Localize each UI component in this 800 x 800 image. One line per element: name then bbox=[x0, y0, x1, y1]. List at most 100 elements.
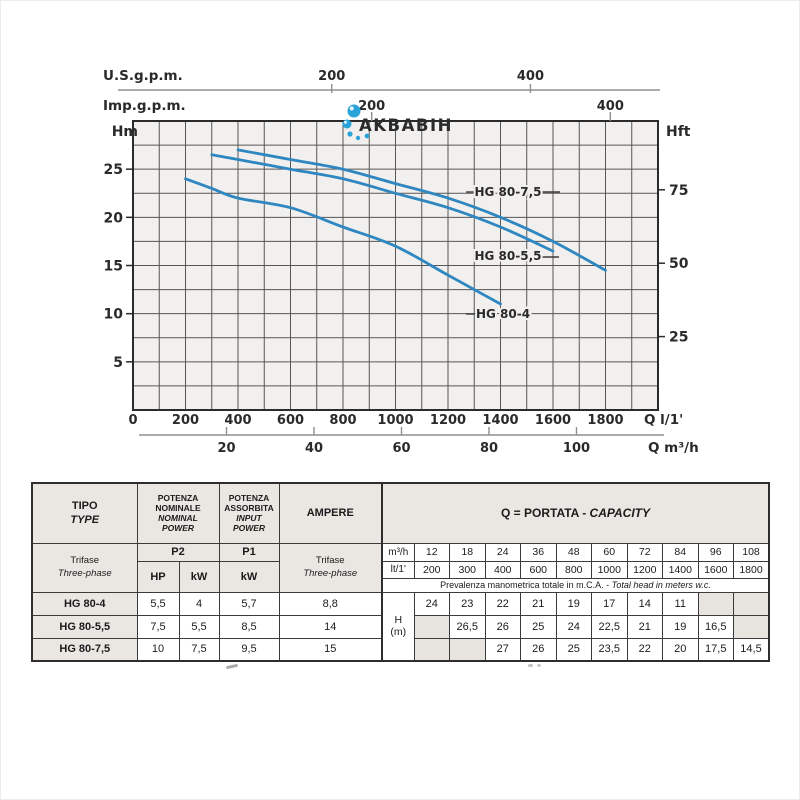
bottom-axis-m3h: 20 40 60 80 100 Q m³/h bbox=[139, 427, 699, 456]
capacity-m3h-cell: 12 bbox=[413, 542, 450, 562]
svg-text:400: 400 bbox=[597, 99, 624, 114]
curve-HG-80-7-5 bbox=[236, 148, 607, 272]
head-value-cell: 17,5 bbox=[697, 637, 734, 662]
capacity-m3h-cell: 108 bbox=[733, 542, 770, 562]
head-value-cell bbox=[449, 637, 486, 662]
head-value-cell: 14 bbox=[626, 591, 663, 616]
svg-text:800: 800 bbox=[329, 413, 356, 428]
hp-value: 10 bbox=[136, 637, 180, 662]
svg-text:20: 20 bbox=[217, 441, 235, 456]
head-value-cell: 23,5 bbox=[591, 637, 628, 662]
head-value-cell bbox=[733, 614, 770, 639]
header-p2: P2 bbox=[136, 542, 220, 562]
cropped-text-artifact bbox=[225, 663, 239, 670]
head-value-cell: 11 bbox=[662, 591, 699, 616]
head-value-cell: 26,5 bbox=[449, 614, 486, 639]
svg-text:25: 25 bbox=[669, 330, 688, 346]
hp-value: 7,5 bbox=[136, 614, 180, 639]
head-value-cell: 19 bbox=[555, 591, 592, 616]
capacity-lt-cell: 600 bbox=[520, 560, 557, 579]
svg-text:10: 10 bbox=[104, 307, 124, 323]
ampere-value: 15 bbox=[278, 637, 383, 662]
svg-text:AKBABIH: AKBABIH bbox=[359, 116, 453, 135]
svg-text:50: 50 bbox=[669, 256, 689, 272]
capacity-m3h-cell: 48 bbox=[555, 542, 592, 562]
cropped-text-artifact bbox=[537, 664, 541, 667]
svg-text:600: 600 bbox=[277, 413, 304, 428]
ampere-value: 14 bbox=[278, 614, 383, 639]
svg-text:200: 200 bbox=[172, 413, 199, 428]
head-value-cell: 20 bbox=[662, 637, 699, 662]
model-label: HG 80-4 bbox=[31, 591, 138, 616]
kw-value: 7,5 bbox=[178, 637, 220, 662]
svg-text:15: 15 bbox=[104, 259, 123, 275]
watermark: AKBABIH bbox=[342, 104, 453, 141]
p1-kw-value: 5,7 bbox=[218, 591, 280, 616]
svg-text:HG 80-5,5: HG 80-5,5 bbox=[474, 249, 541, 263]
svg-text:Imp.g.p.m.: Imp.g.p.m. bbox=[103, 98, 186, 114]
right-axis-hft: 25 50 75 Hft bbox=[658, 124, 691, 346]
hp-value: 5,5 bbox=[136, 591, 180, 616]
capacity-lt-cell: 1200 bbox=[626, 560, 663, 579]
head-value-cell: 17 bbox=[591, 591, 628, 616]
head-value-cell: 19 bbox=[662, 614, 699, 639]
model-label: HG 80-7,5 bbox=[31, 637, 138, 662]
svg-text:Q m³/h: Q m³/h bbox=[648, 440, 699, 456]
head-value-cell: 25 bbox=[520, 614, 557, 639]
head-value-cell: 21 bbox=[626, 614, 663, 639]
head-value-cell bbox=[733, 591, 770, 616]
cropped-text-artifact bbox=[528, 664, 533, 667]
head-value-cell: 25 bbox=[555, 637, 592, 662]
svg-text:200: 200 bbox=[358, 99, 385, 114]
head-value-cell: 22 bbox=[626, 637, 663, 662]
header-tipo: TIPO TYPE bbox=[31, 482, 138, 544]
header-total-head: Prevalenza manometrica totale in m.C.A. … bbox=[381, 577, 770, 593]
svg-text:100: 100 bbox=[563, 441, 590, 456]
header-kw-p2: kW bbox=[178, 560, 220, 593]
capacity-m3h-cell: 84 bbox=[662, 542, 699, 562]
header-ampere: AMPERE bbox=[278, 482, 383, 544]
svg-text:40: 40 bbox=[305, 441, 323, 456]
table-row: HG 80-4 5,5 4 5,7 8,8 H (m) 24 23 22 21 19 17… bbox=[31, 591, 770, 662]
header-capacity-en: CAPACITY bbox=[589, 506, 650, 521]
head-value-cell: 21 bbox=[520, 591, 557, 616]
ampere-value: 8,8 bbox=[278, 591, 383, 616]
capacity-lt-cell: 1000 bbox=[591, 560, 628, 579]
head-value-cell: 27 bbox=[484, 637, 521, 662]
head-value-cell bbox=[697, 591, 734, 616]
svg-text:Hm: Hm bbox=[112, 124, 138, 140]
model-label: HG 80-5,5 bbox=[31, 614, 138, 639]
kw-value: 4 bbox=[178, 591, 220, 616]
head-value-cell: 16,5 bbox=[697, 614, 734, 639]
svg-text:U.S.g.p.m.: U.S.g.p.m. bbox=[103, 68, 183, 84]
grid-lines bbox=[132, 120, 659, 411]
capacity-m3h-cell: 72 bbox=[626, 542, 663, 562]
header-hp: HP bbox=[136, 560, 180, 593]
header-tipo-en: TYPE bbox=[70, 514, 100, 527]
pump-curves bbox=[184, 148, 607, 306]
pump-spec-table: TIPO TYPE POTENZA NOMINALE NOMINAL POWER… bbox=[31, 482, 770, 662]
capacity-m3h-cell: 24 bbox=[484, 542, 521, 562]
svg-text:80: 80 bbox=[480, 441, 498, 456]
header-tipo-it: TIPO bbox=[71, 499, 98, 512]
svg-text:HG 80-7,5: HG 80-7,5 bbox=[474, 185, 541, 199]
head-value-cell: 26 bbox=[484, 614, 521, 639]
capacity-lt-cell: 1800 bbox=[733, 560, 770, 579]
head-value-cell: 14,5 bbox=[733, 637, 770, 662]
header-trifase-ampere: Trifase Three-phase bbox=[278, 542, 383, 593]
svg-text:HG 80-4: HG 80-4 bbox=[476, 307, 530, 321]
svg-text:75: 75 bbox=[669, 183, 688, 199]
pump-performance-chart: 0 200 400 600 800 1000 1200 1400 1600 1800 Q l/1' 5… bbox=[103, 68, 699, 456]
header-potenza-nominale: POTENZA NOMINALE NOMINAL POWER bbox=[136, 482, 220, 544]
capacity-m3h-cell: 36 bbox=[520, 542, 557, 562]
svg-text:1400: 1400 bbox=[482, 413, 518, 428]
x-axis-l-per-min: 0 200 400 600 800 1000 1200 1400 1600 1800 Q l/1' bbox=[128, 412, 683, 428]
head-value-cell: 26 bbox=[520, 637, 557, 662]
curve-HG-80-5-5 bbox=[210, 153, 555, 253]
svg-text:5: 5 bbox=[113, 355, 123, 371]
capacity-lt-cell: 1600 bbox=[697, 560, 734, 579]
total-head-it: Prevalenza manometrica totale in m.C.A. … bbox=[440, 580, 612, 590]
top-axis-usgpm: U.S.g.p.m. 200 400 bbox=[103, 68, 660, 93]
svg-text:20: 20 bbox=[104, 210, 124, 226]
